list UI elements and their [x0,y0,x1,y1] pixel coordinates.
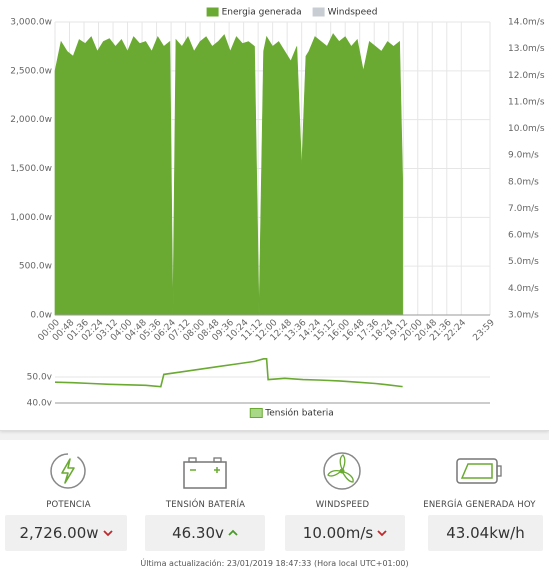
line [54,358,403,388]
status-cards: POTENCIA 2,726.00w TENSIÓN BATERÍA 46.30… [0,440,549,579]
legend-label: Tensión bateria [264,408,333,419]
legend-swatch [206,7,219,17]
card: POTENCIA 2,726.00w [0,440,137,555]
legend-swatch [249,408,263,418]
y2-tick-label: 11.0m/s [508,97,545,107]
card-value: 46.30v [172,524,224,542]
chart-panel: 0.0w 500.0w 1,000.0w 1,500.0w 2,000.0w 2,500.… [0,0,549,431]
last-update: Última actualización: 23/01/2019 18:47:3… [140,559,409,568]
trend-up [228,529,238,536]
y2-tick-label: 12.0m/s [508,71,545,81]
y-tick-label: 1,000.0w [10,213,52,223]
y2-tick-label: 10.0m/s [508,124,545,134]
card-label: WINDSPEED [315,500,370,510]
legend-swatch [312,7,325,17]
y-tick-label: 2,000.0w [10,115,52,125]
y-tick-label: 1,500.0w [10,164,52,174]
charts: 0.0w 500.0w 1,000.0w 1,500.0w 2,000.0w 2,500.… [10,7,545,419]
card-label: POTENCIA [46,500,91,510]
card-value-box: 10.00m/s [285,515,405,551]
y-tick-label: 500.0w [19,262,52,272]
y-tick-label: 40.0v [27,399,53,409]
y2-tick-label: 5.0m/s [508,257,539,267]
card-value: 2,726.00w [19,524,99,542]
y-tick-label: 0.0w [30,311,52,321]
y2-tick-label: 8.0m/s [508,177,539,187]
card: ENERGÍA GENERADA HOY 43.04kw/h [411,440,548,555]
card-value-box: 46.30v [145,515,265,551]
area [54,33,403,316]
legend-label: Energia generada [222,8,302,18]
energy-icon [456,458,502,484]
legend-item: Energia generada [206,7,302,18]
card-value: 43.04kw/h [446,524,525,542]
card-label: ENERGÍA GENERADA HOY [423,500,536,510]
trend-down [377,530,387,537]
card: TENSIÓN BATERÍA 46.30v [137,440,274,555]
y2-tick-label: 3.0m/s [508,311,539,321]
y-tick-label: 50.0v [27,373,53,383]
card-value-box: 43.04kw/h [428,515,543,551]
y2-tick-label: 9.0m/s [508,151,539,161]
card: WINDSPEED 10.00m/s [274,440,411,555]
fan-icon [323,452,361,490]
legend-item: Windspeed [312,7,378,18]
card-value-box: 2,726.00w [5,515,127,551]
y2-tick-label: 7.0m/s [508,204,539,214]
y-tick-label: 3,000.0w [10,18,52,28]
card-value: 10.00m/s [302,524,374,542]
battery-icon [183,457,227,489]
y2-tick-label: 14.0m/s [508,18,545,28]
card-label: TENSIÓN BATERÍA [165,500,246,510]
y2-tick-label: 13.0m/s [508,44,545,54]
legend-item: Tensión bateria [249,408,334,419]
power-icon [50,453,86,489]
legend-label: Windspeed [328,8,378,18]
trend-down [102,530,113,537]
y2-tick-label: 6.0m/s [508,231,539,241]
x-tick-label: 23:59 [471,318,497,344]
y2-tick-label: 4.0m/s [508,284,539,294]
y-tick-label: 2,500.0w [10,66,52,76]
